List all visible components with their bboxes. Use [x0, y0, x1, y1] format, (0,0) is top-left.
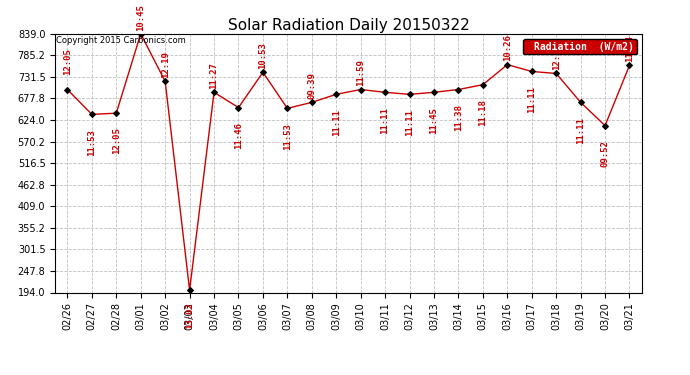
Text: 11:38: 11:38 — [454, 104, 463, 131]
Text: 11:11: 11:11 — [332, 109, 341, 135]
Point — [331, 92, 342, 98]
Text: 11:53: 11:53 — [88, 129, 97, 156]
Text: 11:59: 11:59 — [356, 59, 365, 86]
Text: 11:18: 11:18 — [478, 99, 487, 126]
Point — [428, 89, 440, 95]
Point — [86, 111, 97, 117]
Text: 09:39: 09:39 — [307, 72, 316, 99]
Point — [600, 123, 611, 129]
Point — [575, 99, 586, 105]
Text: 10:45: 10:45 — [136, 4, 145, 30]
Text: 12:05: 12:05 — [112, 128, 121, 154]
Point — [551, 70, 562, 76]
Point — [306, 99, 317, 105]
Text: Copyright 2015 Carbonics.com: Copyright 2015 Carbonics.com — [56, 36, 186, 45]
Point — [502, 62, 513, 68]
Point — [135, 31, 146, 37]
Text: 10:26: 10:26 — [503, 34, 512, 62]
Legend: Radiation  (W/m2): Radiation (W/m2) — [523, 39, 637, 54]
Point — [477, 82, 489, 88]
Text: 11:11: 11:11 — [405, 109, 414, 135]
Text: 12:24: 12:24 — [552, 44, 561, 70]
Point — [282, 105, 293, 111]
Text: 13:02: 13:02 — [185, 302, 194, 328]
Point — [62, 87, 73, 93]
Text: 11:46: 11:46 — [234, 122, 243, 149]
Point — [355, 87, 366, 93]
Text: 11:45: 11:45 — [429, 106, 438, 134]
Text: 09:52: 09:52 — [600, 140, 609, 167]
Text: 10:53: 10:53 — [259, 42, 268, 69]
Point — [184, 287, 195, 293]
Point — [380, 89, 391, 95]
Text: 12:19: 12:19 — [161, 51, 170, 78]
Title: Solar Radiation Daily 20150322: Solar Radiation Daily 20150322 — [228, 18, 469, 33]
Point — [624, 63, 635, 69]
Point — [208, 89, 219, 95]
Point — [453, 87, 464, 93]
Text: 11:11: 11:11 — [576, 117, 585, 144]
Text: 11:27: 11:27 — [210, 62, 219, 89]
Point — [111, 110, 122, 116]
Point — [257, 69, 268, 75]
Point — [404, 92, 415, 98]
Text: 11:11: 11:11 — [527, 86, 536, 112]
Point — [159, 78, 170, 84]
Point — [233, 105, 244, 111]
Text: 11:11: 11:11 — [381, 106, 390, 134]
Text: 12:05: 12:05 — [63, 48, 72, 75]
Point — [526, 69, 538, 75]
Text: 11:34: 11:34 — [625, 35, 634, 62]
Text: 11:53: 11:53 — [283, 123, 292, 150]
